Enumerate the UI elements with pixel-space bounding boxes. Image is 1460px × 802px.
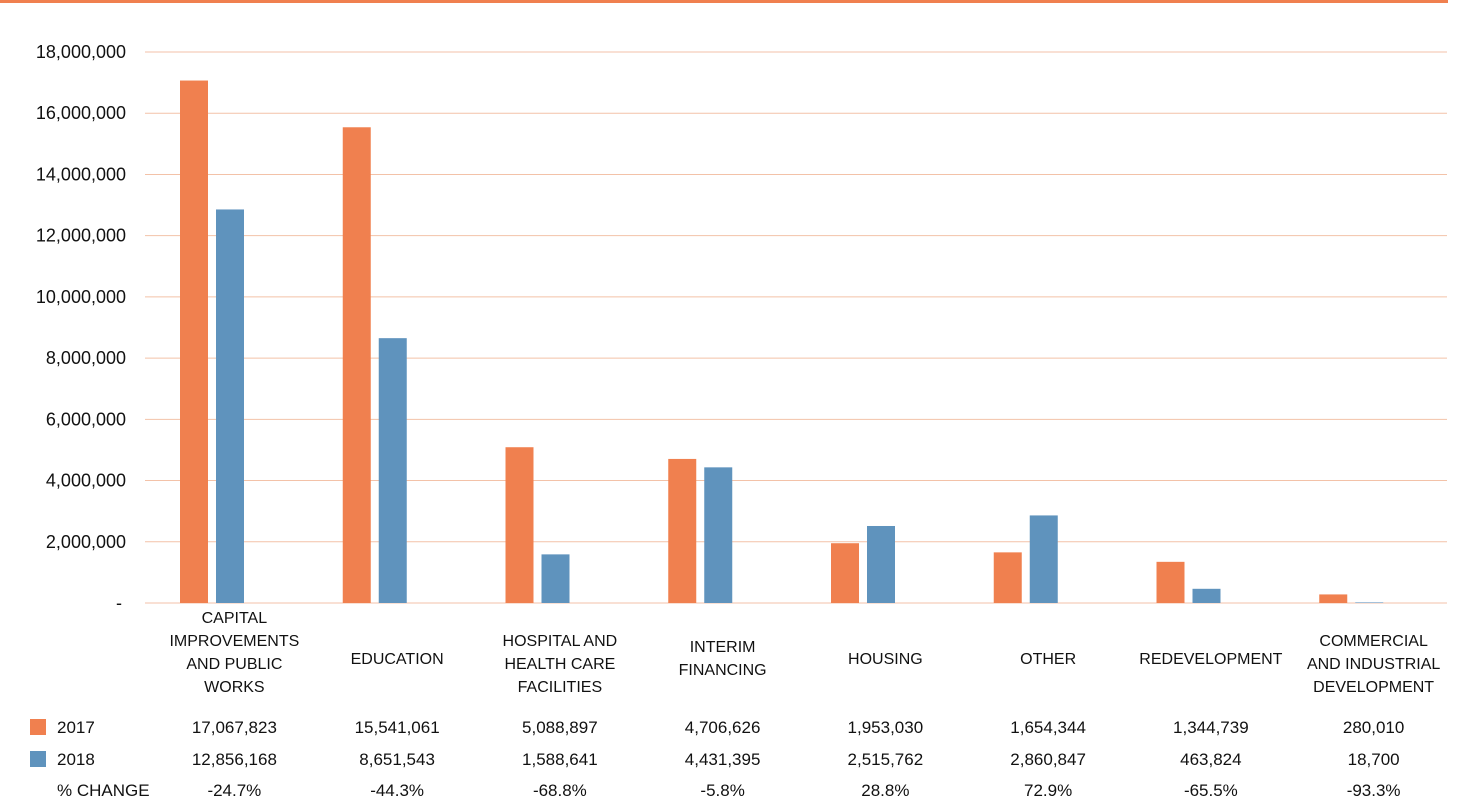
pct-change-label: % CHANGE bbox=[57, 781, 150, 800]
category-label: CAPITAL IMPROVEMENTS AND PUBLIC WORKS bbox=[169, 610, 299, 696]
bar-2017-6 bbox=[1156, 561, 1185, 603]
table-cell-2017: 5,088,897 bbox=[522, 718, 598, 737]
bar-2018-0 bbox=[216, 209, 244, 603]
category-label: COMMERCIAL AND INDUSTRIAL DEVELOPMENT bbox=[1307, 633, 1440, 696]
legend-swatch-2018 bbox=[30, 751, 46, 767]
bar-2017-4 bbox=[831, 543, 859, 603]
y-tick-label: 8,000,000 bbox=[46, 348, 126, 368]
bar-2017-7 bbox=[1319, 594, 1348, 603]
category-label: HOSPITAL AND HEALTH CARE FACILITIES bbox=[503, 633, 618, 696]
pct-change-cell: 28.8% bbox=[861, 781, 909, 800]
bar-2017-5 bbox=[993, 552, 1022, 603]
table-cell-2018: 463,824 bbox=[1180, 750, 1241, 769]
y-tick-label: 4,000,000 bbox=[46, 471, 126, 491]
bar-2018-4 bbox=[867, 525, 895, 603]
y-tick-label: 10,000,000 bbox=[36, 287, 126, 307]
y-tick-label: 12,000,000 bbox=[36, 226, 126, 246]
bar-2017-2 bbox=[505, 447, 534, 603]
table-cell-2018: 2,860,847 bbox=[1010, 750, 1086, 769]
table-cell-2017: 1,344,739 bbox=[1173, 718, 1249, 737]
table-cell-2018: 2,515,762 bbox=[848, 750, 924, 769]
table-cell-2018: 4,431,395 bbox=[685, 750, 761, 769]
bars bbox=[180, 80, 1384, 604]
pct-change-cell: -5.8% bbox=[700, 781, 744, 800]
legend-swatch-2017 bbox=[30, 719, 46, 735]
bar-2018-1 bbox=[378, 338, 407, 603]
bar-2018-3 bbox=[704, 467, 733, 603]
category-label: EDUCATION bbox=[351, 651, 444, 668]
data-table: 2017 17,067,823 15,541,061 5,088,897 4,706,6… bbox=[30, 718, 1404, 800]
y-tick-label: 18,000,000 bbox=[36, 42, 126, 62]
category-label: HOUSING bbox=[848, 651, 923, 668]
table-cell-2018: 12,856,168 bbox=[192, 750, 277, 769]
category-labels: CAPITAL IMPROVEMENTS AND PUBLIC WORKS EDUCAT… bbox=[169, 610, 1440, 696]
bar-2017-3 bbox=[668, 458, 697, 603]
y-tick-label: 2,000,000 bbox=[46, 532, 126, 552]
table-cell-2017: 4,706,626 bbox=[685, 718, 761, 737]
bar-2018-5 bbox=[1029, 515, 1058, 603]
bar-2017-0 bbox=[180, 80, 208, 603]
table-cell-2017: 1,953,030 bbox=[848, 718, 924, 737]
pct-change-cell: -68.8% bbox=[533, 781, 587, 800]
y-tick-label: 14,000,000 bbox=[36, 164, 126, 184]
category-label: REDEVELOPMENT bbox=[1139, 651, 1282, 668]
bar-2018-6 bbox=[1192, 588, 1221, 603]
pct-change-cell: -24.7% bbox=[207, 781, 261, 800]
bar-2018-2 bbox=[541, 554, 570, 603]
table-cell-2017: 15,541,061 bbox=[355, 718, 440, 737]
y-tick-label: 6,000,000 bbox=[46, 409, 126, 429]
category-label: OTHER bbox=[1020, 651, 1076, 668]
pct-change-cell: -93.3% bbox=[1347, 781, 1401, 800]
pct-change-cell: -44.3% bbox=[370, 781, 424, 800]
y-tick-label: - bbox=[116, 593, 122, 613]
y-tick-label: 16,000,000 bbox=[36, 103, 126, 123]
table-cell-2018: 18,700 bbox=[1348, 750, 1400, 769]
y-axis-tick-labels: - 2,000,000 4,000,000 6,000,000 8,000,000 10,… bbox=[36, 42, 126, 613]
top-rule bbox=[0, 0, 1448, 3]
table-cell-2017: 1,654,344 bbox=[1010, 718, 1086, 737]
legend-label-2018: 2018 bbox=[57, 750, 95, 769]
table-cell-2017: 17,067,823 bbox=[192, 718, 277, 737]
pct-change-cell: 72.9% bbox=[1024, 781, 1072, 800]
table-cell-2017: 280,010 bbox=[1343, 718, 1404, 737]
bar-2017-1 bbox=[342, 127, 371, 604]
legend-label-2017: 2017 bbox=[57, 718, 95, 737]
category-label: INTERIM FINANCING bbox=[679, 639, 767, 679]
gridlines bbox=[145, 51, 1447, 604]
bar-2018-7 bbox=[1355, 602, 1384, 603]
pct-change-cell: -65.5% bbox=[1184, 781, 1238, 800]
table-cell-2018: 8,651,543 bbox=[359, 750, 435, 769]
table-cell-2018: 1,588,641 bbox=[522, 750, 598, 769]
